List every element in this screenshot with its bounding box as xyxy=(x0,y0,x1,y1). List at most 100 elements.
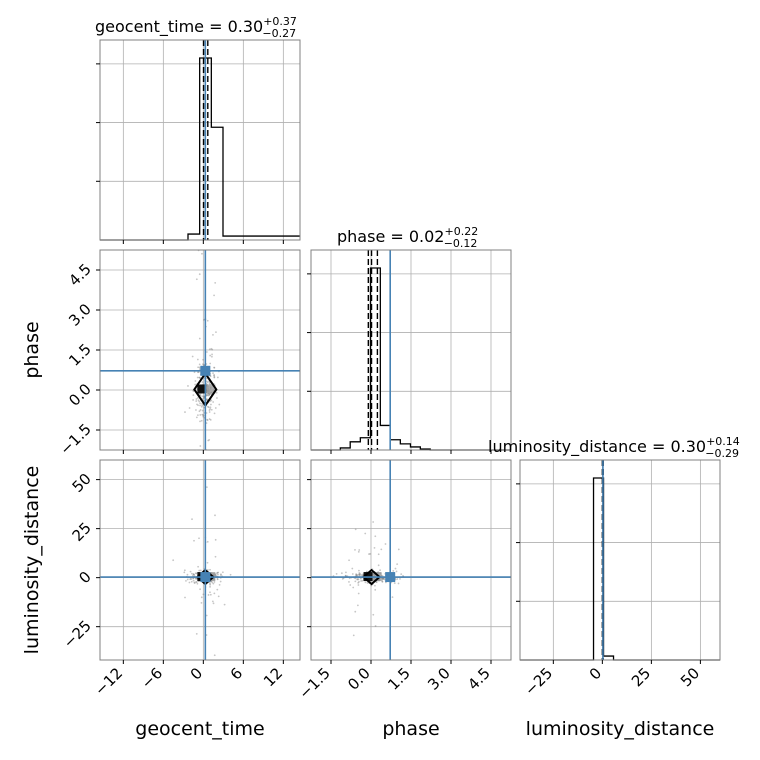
sample-point xyxy=(357,581,360,584)
sample-point xyxy=(198,273,201,276)
sample-point xyxy=(381,577,384,580)
sample-point xyxy=(201,395,204,398)
title-phase: phase = 0.02+0.22 −0.12 xyxy=(337,225,478,250)
sample-point xyxy=(192,390,195,392)
sample-point xyxy=(195,572,197,575)
sample-point xyxy=(374,588,377,591)
sample-point xyxy=(190,580,193,583)
sample-point xyxy=(361,579,364,582)
sample-point xyxy=(188,581,191,584)
sample-point xyxy=(357,550,360,553)
sample-point xyxy=(211,581,214,584)
sample-point xyxy=(341,577,344,580)
sample-point xyxy=(358,580,360,583)
sample-point xyxy=(223,603,226,606)
sample-point xyxy=(190,572,193,575)
sample-point xyxy=(210,399,213,402)
sample-point xyxy=(199,414,202,416)
sample-point xyxy=(198,410,201,413)
panel-geocent_time-vs-geocent_time xyxy=(96,39,301,244)
panel-luminosity_distance-vs-geocent_time: −12 −6 0 6 12 −25 0 25 50 xyxy=(60,459,301,699)
sample-point xyxy=(172,559,175,562)
sample-point xyxy=(209,354,212,357)
sample-point xyxy=(203,364,205,366)
x-tick-label: 6 xyxy=(227,664,246,683)
sample-point xyxy=(208,393,211,395)
sample-point xyxy=(358,571,361,574)
sample-point xyxy=(209,568,211,571)
sample-point xyxy=(183,571,186,574)
sample-point xyxy=(209,362,212,365)
sample-point xyxy=(200,596,203,599)
sample-point xyxy=(196,582,199,585)
sample-point xyxy=(198,376,201,379)
sample-point xyxy=(195,398,198,400)
sample-point xyxy=(400,573,403,576)
sample-point xyxy=(206,540,209,543)
sample-point xyxy=(207,439,210,442)
sample-point xyxy=(184,596,186,599)
truth-marker xyxy=(200,572,211,583)
sample-point xyxy=(219,580,222,583)
sample-point xyxy=(396,563,399,566)
sample-point xyxy=(397,582,400,585)
sample-point xyxy=(373,547,376,549)
sample-point xyxy=(364,532,367,535)
sample-point xyxy=(194,577,197,580)
sample-point xyxy=(212,372,214,375)
sample-point xyxy=(196,397,199,399)
sample-point xyxy=(213,373,216,376)
sample-point xyxy=(208,438,211,441)
sample-point xyxy=(198,376,201,379)
sample-point xyxy=(358,573,361,576)
sample-point xyxy=(208,393,211,396)
sample-point xyxy=(214,407,217,409)
sample-point xyxy=(355,573,358,576)
x-tick-label: −12 xyxy=(91,664,126,699)
sample-point xyxy=(195,409,197,411)
sample-point xyxy=(213,374,216,377)
sample-point xyxy=(208,418,211,420)
sample-point xyxy=(190,578,193,581)
sample-point xyxy=(195,581,197,583)
sample-point xyxy=(211,348,214,351)
sample-point xyxy=(340,572,343,575)
sample-point xyxy=(212,602,215,605)
sample-point xyxy=(374,625,377,627)
sample-point xyxy=(216,577,219,580)
y-tick-label: 4.5 xyxy=(65,260,95,290)
sample-point xyxy=(369,553,372,555)
sample-point xyxy=(184,411,186,413)
sample-point xyxy=(220,573,222,576)
x-axis-label-luminosity_distance: luminosity_distance xyxy=(526,718,715,740)
contour-line xyxy=(193,371,218,408)
truth-marker xyxy=(200,365,211,376)
sample-point xyxy=(206,568,209,571)
panel-frame xyxy=(99,459,301,661)
sample-point xyxy=(198,337,201,340)
sample-point xyxy=(186,573,189,576)
sample-point xyxy=(220,574,222,577)
sample-point xyxy=(368,553,370,555)
sample-point xyxy=(202,395,205,398)
sample-point xyxy=(196,358,199,361)
sample-point xyxy=(354,577,357,580)
sample-point xyxy=(359,573,362,575)
sample-point xyxy=(195,632,198,635)
sample-point xyxy=(214,555,217,558)
histogram-phase xyxy=(311,267,511,451)
sample-point xyxy=(187,385,189,387)
sample-point xyxy=(202,593,205,596)
sample-point xyxy=(192,394,195,397)
sample-point xyxy=(206,561,209,564)
sample-point xyxy=(199,588,201,591)
sample-point xyxy=(358,574,361,576)
sample-point xyxy=(196,414,199,416)
panel-phase-vs-geocent_time: −1.5 0.0 1.5 3.0 4.5 xyxy=(56,249,301,459)
sample-point xyxy=(189,570,192,573)
sample-point xyxy=(200,601,203,604)
sample-point xyxy=(394,567,397,570)
sample-point xyxy=(205,614,208,617)
sample-point xyxy=(212,401,215,403)
sample-point xyxy=(196,376,199,379)
